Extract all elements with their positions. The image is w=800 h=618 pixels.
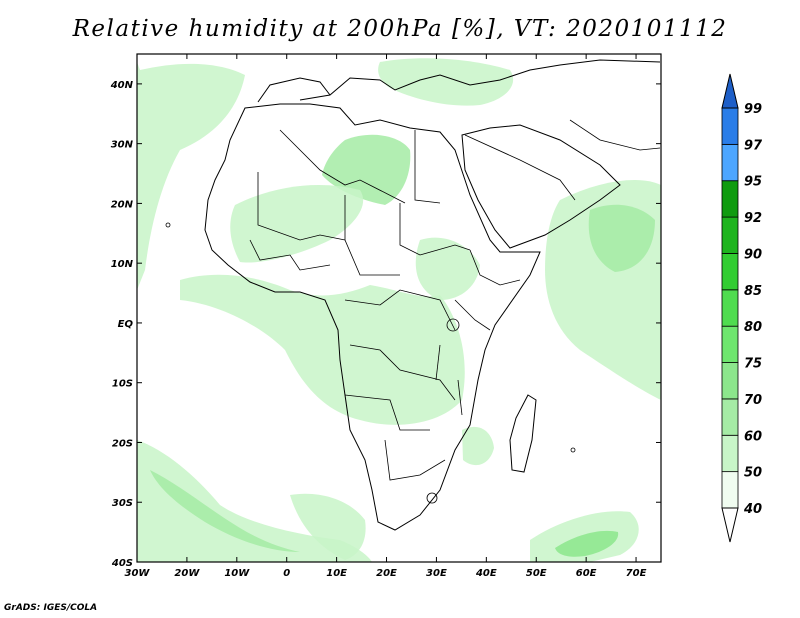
- colorbar-label: 60: [744, 429, 762, 444]
- colorbar-label: 92: [744, 211, 762, 226]
- map-title: Relative humidity at 200hPa [%], VT: 202…: [72, 16, 728, 42]
- border-maghreb: [279, 129, 406, 204]
- lat-tick-label: 30S: [112, 498, 133, 509]
- colorbar-label: 50: [744, 466, 762, 481]
- border-sahel-west: [257, 172, 346, 241]
- lat-tick-label: 20S: [112, 438, 133, 449]
- lon-tick-label: 30W: [125, 568, 151, 579]
- colorbar-label: 99: [744, 102, 762, 117]
- humidity-area-south-atlantic: [137, 440, 372, 562]
- humidity-shading: [137, 58, 661, 562]
- lon-tick-label: 20E: [376, 568, 397, 579]
- colorbar-label: 90: [744, 247, 762, 262]
- border-gulf-guinea: [249, 239, 331, 271]
- humidity-area-sahel-band: [230, 185, 364, 263]
- colorbar-box: [721, 398, 739, 436]
- map-frame: [136, 53, 662, 563]
- lon-tick-label: 40E: [475, 568, 497, 579]
- border-libya-egypt: [414, 130, 441, 204]
- colorbar-box: [721, 325, 739, 363]
- colorbar-box: [721, 143, 739, 182]
- lat-tick-label: 40N: [110, 80, 134, 91]
- humidity-area-atlantic: [137, 62, 245, 290]
- border-central-south: [349, 344, 456, 401]
- humidity-area-east-africa: [415, 237, 480, 300]
- humidity-area-south-indian-core: [555, 530, 619, 557]
- lat-tick-label: 10S: [112, 379, 133, 390]
- latitude-axis: 40N 30N 20N 10N EQ 10S 20S 30S 40S: [110, 80, 661, 569]
- colorbar-box: [721, 434, 739, 473]
- madagascar-coastline: [509, 394, 537, 473]
- europe-coastline: [299, 59, 661, 101]
- lat-tick-label: EQ: [118, 319, 134, 330]
- colorbar-label: 80: [744, 320, 762, 335]
- border-east: [454, 299, 491, 331]
- colorbar-box: [721, 253, 739, 291]
- iberia-coastline: [257, 77, 331, 103]
- border-middle-east: [464, 134, 576, 201]
- lon-tick-label: 10E: [326, 568, 347, 579]
- colorbar-low-triangle: [721, 507, 739, 543]
- border-southern: [384, 439, 446, 481]
- lake-tanganyika: [435, 344, 441, 381]
- colorbar-label: 95: [744, 175, 762, 190]
- humidity-area-arabian-sea-core: [588, 204, 655, 272]
- colorbar-box: [721, 107, 739, 145]
- border-iran: [569, 119, 661, 151]
- lon-tick-label: 20W: [174, 568, 200, 579]
- colorbar-high-triangle: [721, 73, 739, 109]
- colorbar-label: 40: [743, 502, 762, 517]
- lat-tick-label: 20N: [111, 199, 134, 210]
- mascarene-islands: [570, 447, 576, 453]
- humidity-area-madagascar: [462, 426, 494, 466]
- border-ethiopia: [469, 249, 521, 286]
- colorbar-label: 97: [744, 138, 763, 153]
- humidity-area-mediterranean: [378, 58, 514, 106]
- colorbar-label: 75: [744, 357, 762, 372]
- humidity-area-southwest-plume: [290, 493, 366, 560]
- credit-label: GrADS: IGES/COLA: [4, 603, 98, 613]
- lat-tick-label: 10N: [111, 259, 134, 270]
- canary-islands: [165, 222, 171, 228]
- border-congo: [344, 289, 456, 331]
- lake-victoria: [446, 318, 460, 332]
- coastline: [204, 59, 661, 531]
- lake-okavango: [426, 492, 438, 504]
- lon-tick-label: 70E: [626, 568, 647, 579]
- lon-tick-label: 30E: [426, 568, 447, 579]
- border-angola: [344, 394, 430, 431]
- lon-tick-label: 60E: [576, 568, 597, 579]
- lon-tick-label: 0: [283, 568, 290, 579]
- colorbar-box: [721, 471, 739, 509]
- lat-tick-label: 30N: [111, 140, 134, 151]
- colorbar-box: [721, 289, 739, 327]
- border-sahel-central: [344, 195, 400, 276]
- colorbar: 40 50 60 70 75 80 85 90 92 95 97 99: [721, 73, 763, 543]
- colorbar-box: [721, 362, 739, 400]
- humidity-area-west-africa: [180, 274, 465, 425]
- border-sudan: [399, 203, 471, 256]
- longitude-axis: 30W 20W 10W 0 10E 20E 30E 40E 50E 60E 70E: [125, 54, 647, 579]
- arabia-coastline: [461, 124, 621, 249]
- lon-tick-label: 10W: [224, 568, 250, 579]
- colorbar-label: 70: [744, 393, 762, 408]
- colorbar-label: 85: [744, 284, 762, 299]
- lon-tick-label: 50E: [526, 568, 547, 579]
- lat-tick-label: 40S: [111, 558, 133, 569]
- country-borders: [249, 119, 661, 481]
- lake-malawi: [457, 379, 463, 416]
- africa-coastline: [204, 103, 541, 531]
- colorbar-box: [721, 180, 739, 218]
- colorbar-box: [721, 216, 739, 254]
- lakes: [165, 222, 576, 504]
